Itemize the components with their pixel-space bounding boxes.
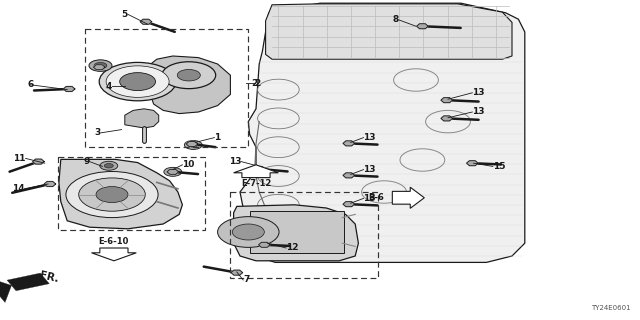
Text: 11: 11 (13, 154, 26, 163)
Text: 2: 2 (251, 79, 257, 88)
Circle shape (104, 164, 113, 168)
Text: 14: 14 (12, 184, 24, 193)
Polygon shape (231, 270, 243, 275)
Text: 12: 12 (286, 244, 299, 252)
Polygon shape (417, 24, 428, 29)
Circle shape (66, 172, 158, 218)
Circle shape (232, 224, 264, 240)
Text: 4: 4 (106, 82, 112, 91)
Text: FR.: FR. (38, 270, 60, 284)
Text: 13: 13 (364, 165, 376, 174)
Polygon shape (92, 248, 136, 261)
Circle shape (106, 66, 169, 97)
Text: 13: 13 (228, 157, 241, 166)
Polygon shape (186, 141, 198, 147)
Text: B-6: B-6 (369, 193, 384, 202)
Text: 9: 9 (83, 157, 90, 166)
Polygon shape (259, 242, 270, 247)
Bar (85, 29, 248, 147)
Polygon shape (441, 116, 452, 121)
Circle shape (120, 73, 156, 91)
Text: 1: 1 (214, 133, 221, 142)
Polygon shape (44, 181, 56, 187)
Text: 8: 8 (392, 15, 399, 24)
Circle shape (94, 62, 107, 69)
Polygon shape (167, 169, 179, 174)
Text: 13: 13 (472, 88, 485, 97)
Circle shape (189, 143, 198, 147)
Circle shape (89, 60, 112, 71)
Circle shape (177, 69, 200, 81)
Polygon shape (140, 19, 152, 24)
Text: 7: 7 (243, 276, 250, 284)
Polygon shape (93, 65, 105, 70)
Polygon shape (63, 86, 75, 92)
Polygon shape (0, 276, 12, 302)
Text: E-6-10: E-6-10 (99, 237, 129, 246)
Polygon shape (467, 161, 478, 166)
Text: 13: 13 (364, 133, 376, 142)
Polygon shape (234, 205, 358, 261)
Text: TY24E0601: TY24E0601 (591, 305, 630, 311)
Polygon shape (234, 165, 278, 178)
Polygon shape (125, 109, 159, 128)
Polygon shape (59, 159, 182, 229)
Text: 15: 15 (493, 162, 506, 171)
Circle shape (164, 167, 182, 176)
Bar (58, 157, 205, 230)
Text: E-7-12: E-7-12 (241, 180, 271, 188)
Polygon shape (253, 166, 265, 172)
Polygon shape (266, 4, 512, 59)
Circle shape (79, 178, 145, 211)
Polygon shape (343, 173, 355, 178)
Polygon shape (392, 187, 424, 208)
Polygon shape (343, 202, 355, 207)
Polygon shape (441, 98, 452, 103)
Text: 3: 3 (95, 128, 101, 137)
Circle shape (100, 161, 118, 170)
Text: 5: 5 (122, 10, 128, 19)
Polygon shape (140, 56, 230, 114)
Polygon shape (240, 3, 525, 262)
Circle shape (162, 62, 216, 89)
Polygon shape (33, 159, 44, 164)
Polygon shape (343, 141, 355, 146)
Polygon shape (7, 273, 49, 291)
Circle shape (168, 170, 177, 174)
Bar (230, 192, 378, 278)
Text: 13: 13 (472, 108, 485, 116)
Circle shape (184, 140, 202, 149)
Text: 10: 10 (182, 160, 195, 169)
Text: 6: 6 (28, 80, 34, 89)
Circle shape (218, 217, 279, 247)
Bar (250, 211, 344, 253)
Circle shape (99, 62, 176, 101)
Circle shape (96, 187, 128, 203)
Text: 13: 13 (364, 194, 376, 203)
Text: 2: 2 (255, 79, 261, 88)
